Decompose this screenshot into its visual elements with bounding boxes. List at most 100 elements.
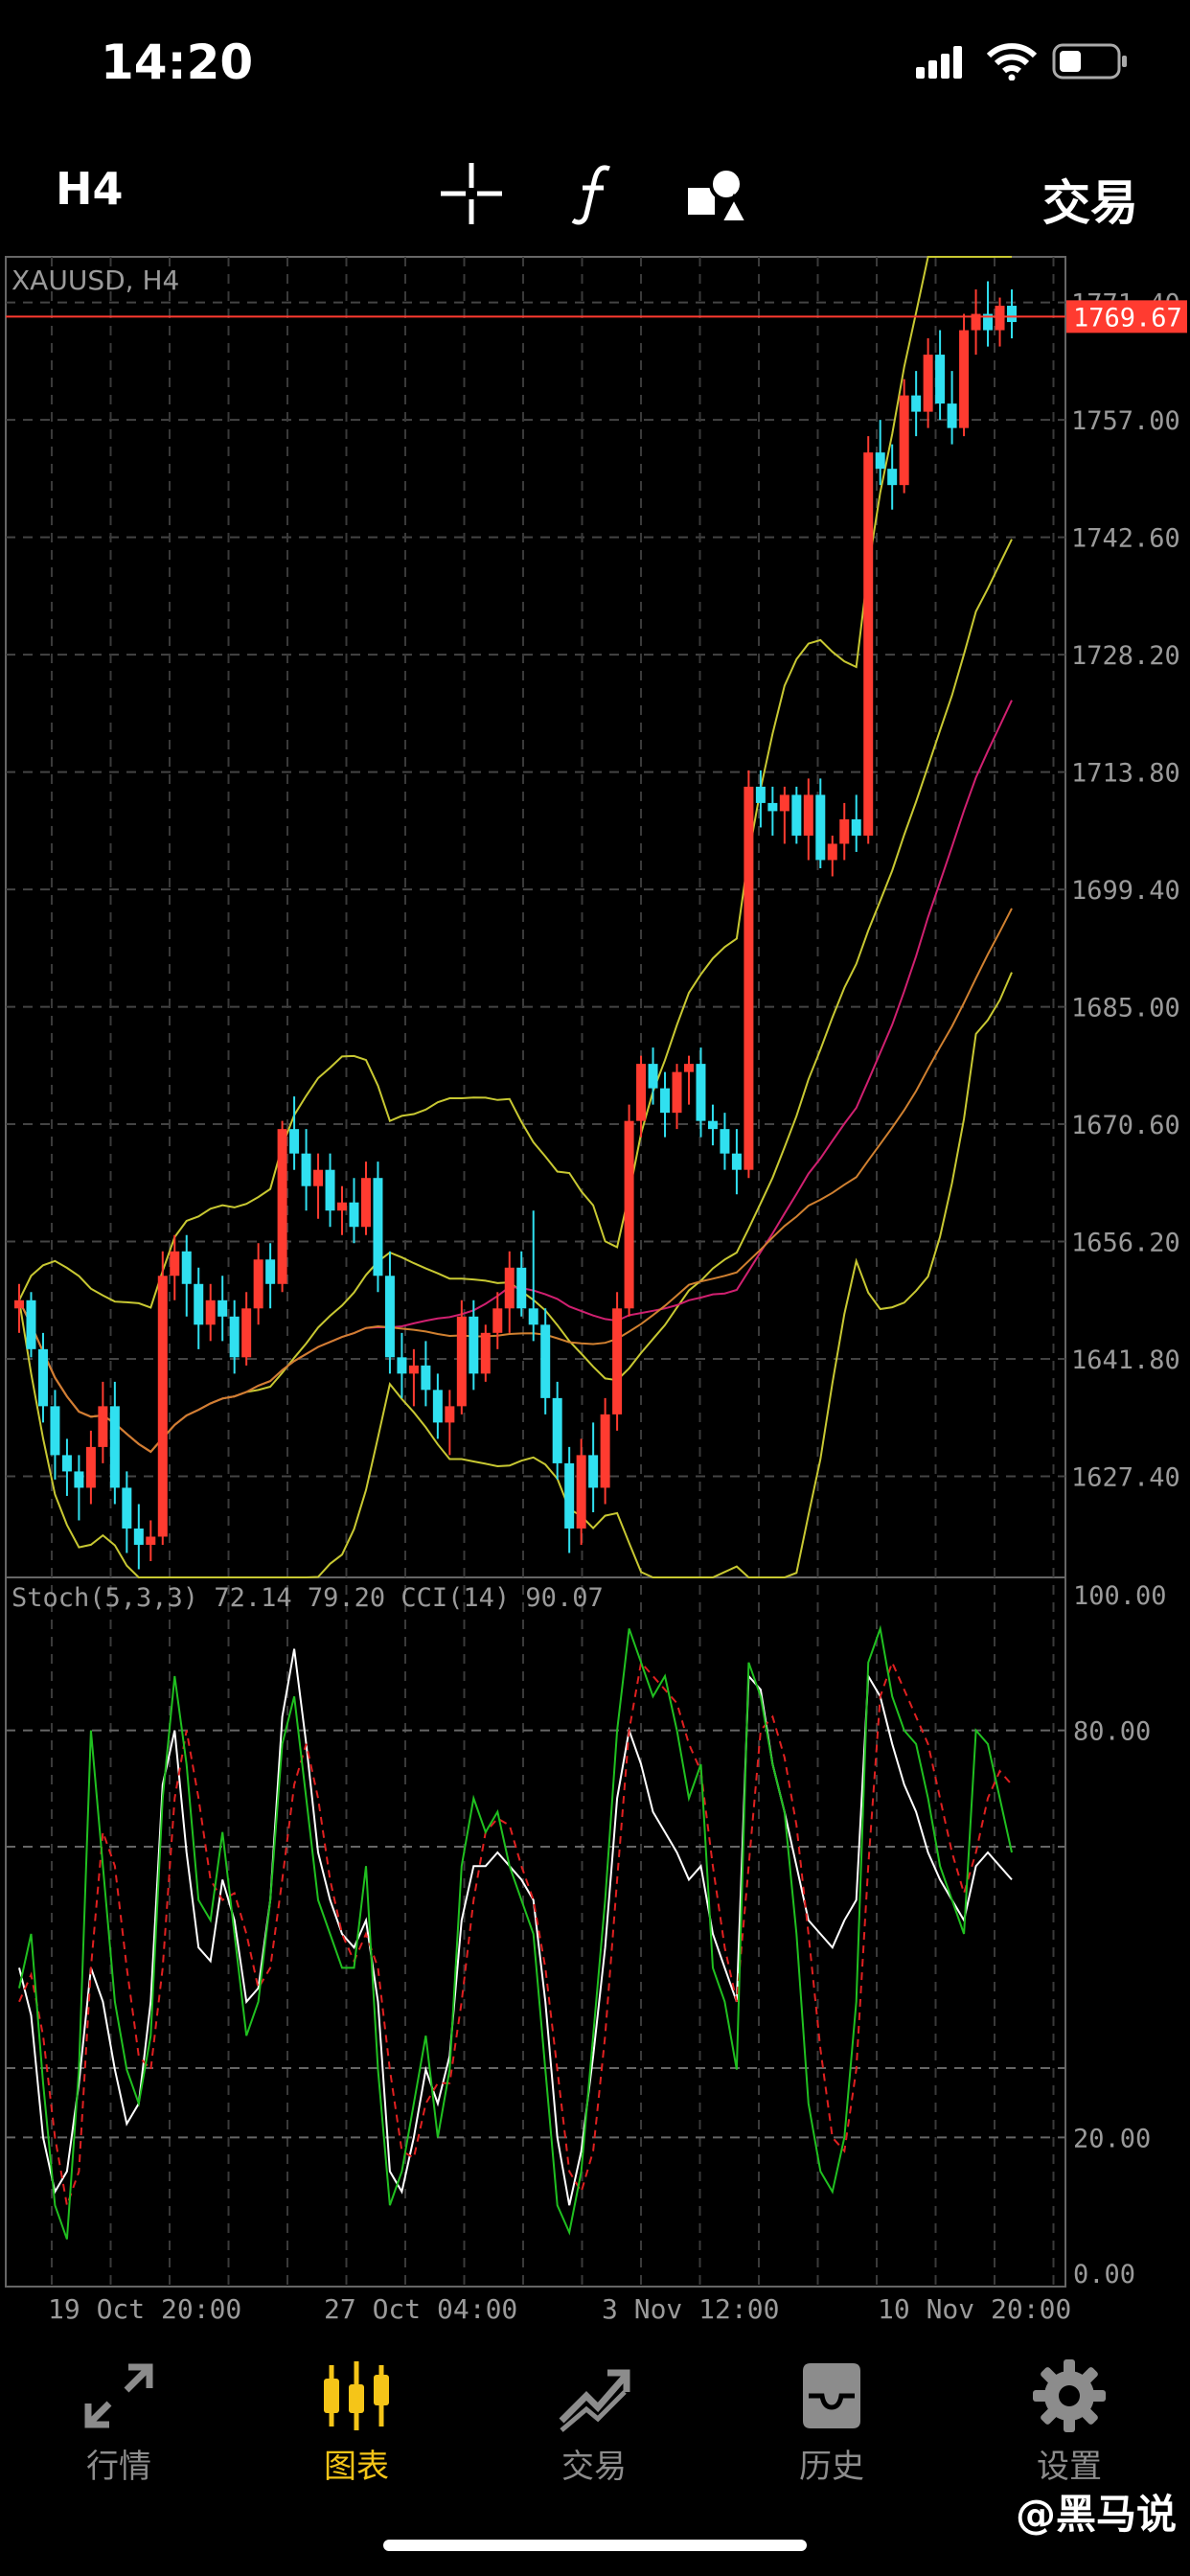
status-time: 14:20	[101, 34, 254, 90]
price-tick-label: 1670.60	[1071, 1111, 1180, 1140]
grid-lines	[6, 257, 1065, 2287]
candle-body	[421, 1365, 431, 1391]
candle-body	[74, 1471, 84, 1488]
candle-body	[122, 1487, 132, 1529]
tab-history[interactable]: 历史	[745, 2338, 918, 2501]
tab-settings-label: 设置	[1037, 2448, 1102, 2486]
chart-toolbar: H4 交易	[0, 144, 1190, 240]
stoch-main-line	[18, 1624, 1013, 2240]
candle-body	[636, 1064, 647, 1121]
gear-icon	[1033, 2359, 1106, 2432]
price-chart[interactable]: 1771.401757.001742.601728.201713.801699.…	[0, 251, 1190, 2331]
candle-body	[887, 469, 898, 486]
tab-chart[interactable]: 图表	[270, 2338, 443, 2501]
bollinger-lower	[18, 972, 1013, 1578]
tab-trade[interactable]: 交易	[508, 2338, 680, 2501]
candle-body	[720, 1129, 730, 1154]
current-price-value: 1769.67	[1073, 303, 1182, 333]
candles-icon	[324, 2361, 389, 2430]
candle-body	[851, 818, 861, 836]
candle-body	[911, 395, 922, 412]
time-tick-label: 10 Nov 20:00	[878, 2293, 1071, 2325]
candle-body	[744, 786, 754, 1170]
candle-body	[194, 1283, 204, 1325]
indicator-tick-label: 0.00	[1073, 2260, 1135, 2289]
candle-body	[995, 306, 1005, 331]
time-axis: 19 Oct 20:00 27 Oct 04:00 3 Nov 12:00 10 No…	[48, 2293, 1071, 2325]
tab-settings[interactable]: 设置	[983, 2338, 1156, 2501]
candle-body	[265, 1259, 276, 1284]
candle-body	[707, 1120, 718, 1130]
indicator-pane-frame	[5, 1576, 1066, 2288]
current-price-badge	[1066, 300, 1187, 334]
candle-body	[50, 1406, 60, 1456]
trade-button[interactable]: 交易	[1042, 175, 1138, 231]
candle-body	[600, 1414, 610, 1488]
candle-body	[253, 1259, 263, 1309]
price-tick-label: 1641.80	[1071, 1346, 1180, 1375]
indicator-label: Stoch(5,3,3) 72.14 79.20 CCI(14) 90.07	[11, 1583, 604, 1613]
candle-body	[863, 452, 874, 836]
candle-body	[803, 794, 813, 836]
cellular-signal-icon	[916, 46, 962, 79]
timeframe-button[interactable]: H4	[56, 163, 124, 215]
candle-body	[947, 403, 957, 428]
candle-body	[397, 1357, 407, 1374]
arrows-icon	[84, 2363, 153, 2428]
candle-body	[552, 1397, 562, 1463]
candle-body	[157, 1276, 168, 1537]
bollinger-bands	[18, 256, 1013, 1578]
candles	[14, 281, 1017, 1570]
candle-body	[899, 395, 909, 486]
candle-body	[791, 794, 802, 836]
crosshair-icon[interactable]	[437, 159, 506, 228]
candle-body	[731, 1153, 742, 1170]
candle-body	[755, 786, 766, 803]
price-tick-label: 1656.20	[1071, 1229, 1180, 1258]
price-tick-label: 1685.00	[1071, 994, 1180, 1024]
indicator-tick-label: 100.00	[1073, 1581, 1167, 1611]
price-tick-label: 1627.40	[1071, 1463, 1180, 1493]
bollinger-middle	[18, 539, 1013, 1454]
candle-body	[133, 1528, 144, 1545]
candle-body	[349, 1202, 359, 1228]
candle-body	[660, 1088, 671, 1114]
candle-body	[384, 1276, 395, 1358]
candle-body	[923, 355, 933, 412]
cci-line	[18, 1648, 1013, 2206]
candle-body	[98, 1406, 108, 1447]
indicator-tick-label: 80.00	[1073, 1717, 1151, 1747]
moving-average-slow	[18, 908, 1013, 1454]
candle-body	[301, 1153, 311, 1186]
candle-body	[516, 1267, 527, 1309]
tab-quotes[interactable]: 行情	[33, 2338, 205, 2501]
candle-body	[205, 1300, 216, 1325]
candle-body	[229, 1316, 240, 1358]
moving-averages	[18, 700, 1013, 1454]
tab-quotes-label: 行情	[86, 2448, 151, 2486]
home-indicator	[383, 2540, 807, 2551]
candle-body	[313, 1169, 324, 1186]
candle-body	[277, 1129, 287, 1284]
candle-body	[815, 794, 826, 861]
bottom-tab-bar: 行情 图表 交易 历史	[0, 2338, 1190, 2501]
function-icon[interactable]	[560, 159, 629, 228]
tab-history-label: 历史	[799, 2448, 864, 2486]
candle-body	[564, 1462, 575, 1529]
candle-body	[504, 1267, 515, 1309]
candle-body	[492, 1308, 503, 1333]
symbol-label: XAUUSD, H4	[11, 264, 179, 296]
candle-body	[827, 843, 837, 861]
candle-body	[1007, 306, 1017, 323]
candle-body	[456, 1316, 467, 1407]
trend-icon	[559, 2369, 630, 2432]
candle-body	[325, 1169, 335, 1211]
candle-body	[959, 330, 970, 428]
battery-icon	[1052, 43, 1127, 80]
shapes-icon[interactable]	[682, 159, 751, 228]
candle-body	[337, 1202, 348, 1211]
chart-area[interactable]: 1771.401757.001742.601728.201713.801699.…	[0, 251, 1190, 2331]
time-tick-label: 27 Oct 04:00	[324, 2293, 517, 2325]
candle-body	[648, 1064, 658, 1089]
wifi-icon	[987, 43, 1037, 80]
